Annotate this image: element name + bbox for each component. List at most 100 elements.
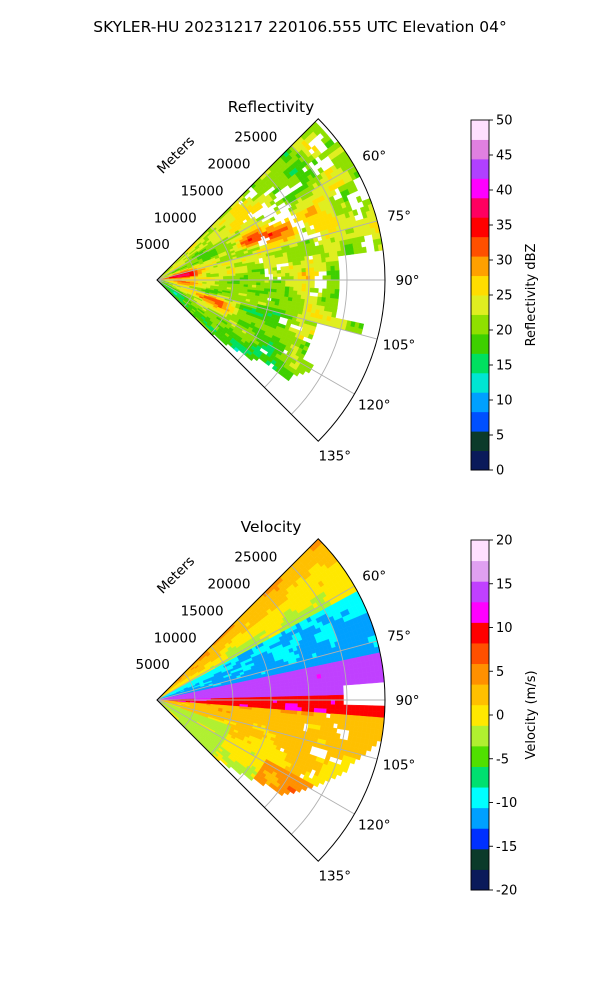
radar-cell — [305, 283, 311, 289]
radar-cell — [288, 265, 294, 270]
radar-cell — [309, 703, 315, 709]
radar-cell — [247, 702, 253, 706]
radar-cell — [288, 681, 294, 687]
radar-cell — [293, 688, 299, 694]
radar-cell — [257, 204, 264, 210]
radar-cell — [334, 694, 340, 701]
radar-cell — [272, 705, 278, 710]
radar-cell — [305, 703, 311, 709]
radar-cell — [317, 708, 323, 714]
radar-cell — [281, 276, 286, 281]
radar-cell — [312, 716, 319, 722]
radar-cell — [312, 258, 319, 264]
radar-cell — [285, 703, 290, 708]
radar-cell — [326, 695, 332, 701]
radar-cell — [351, 704, 357, 711]
radar-cell — [285, 692, 290, 697]
radar-cell — [326, 690, 332, 696]
radar-cell — [260, 282, 265, 286]
radar-cell — [260, 271, 265, 275]
radar-cell — [300, 680, 306, 686]
radar-cell — [281, 279, 286, 284]
radar-cell — [314, 699, 319, 705]
radar-cell — [338, 714, 344, 720]
radar-cell — [337, 675, 343, 682]
radar-cell — [326, 704, 332, 710]
radar-cell — [256, 274, 261, 278]
radar-cell — [292, 710, 298, 715]
radar-cell — [297, 695, 303, 701]
radar-cell — [326, 284, 332, 290]
radar-cell — [325, 297, 331, 303]
radar-cell — [247, 274, 253, 278]
radar-cell — [304, 259, 310, 265]
radar-cell — [243, 272, 249, 276]
radar-cell — [304, 679, 310, 685]
radar-cell — [301, 707, 307, 712]
radar-cell — [309, 287, 315, 293]
radar-cell — [276, 686, 282, 691]
radar-cell — [350, 715, 356, 722]
radar-cell — [276, 702, 282, 707]
radar-cell — [311, 158, 319, 166]
radar-cell — [325, 677, 331, 683]
radar-cell — [306, 275, 311, 281]
radar-cell — [264, 690, 270, 695]
colorbar-swatch — [471, 236, 489, 257]
colorbar-tick-label: 35 — [496, 219, 513, 234]
radar-cell — [289, 703, 295, 708]
radar-cell — [306, 279, 311, 285]
radar-cell — [320, 253, 326, 259]
azimuth-tick-label: 60° — [362, 149, 386, 165]
colorbar-tick-label: 45 — [496, 149, 513, 164]
radar-cell — [313, 682, 319, 688]
radar-cell — [371, 716, 377, 724]
colorbar-tick-label: 15 — [496, 359, 513, 374]
radar-cell — [281, 696, 286, 701]
colorbar-swatch — [471, 431, 489, 452]
sector-frame — [156, 118, 386, 442]
radar-cell — [305, 267, 311, 273]
radar-cell — [272, 687, 278, 692]
radar-cell — [375, 716, 381, 724]
radar-cell — [317, 716, 323, 722]
radar-cell — [260, 274, 265, 278]
radar-cell — [326, 699, 332, 705]
radar-cell — [338, 680, 344, 686]
radar-cell — [222, 340, 229, 346]
azimuth-spoke — [156, 279, 355, 395]
radar-cell — [309, 283, 315, 289]
radar-cell — [317, 712, 323, 718]
radar-cell — [231, 275, 236, 279]
radar-cell — [279, 259, 285, 265]
radar-cell — [260, 691, 265, 695]
radar-cell — [309, 707, 315, 713]
radar-cell — [260, 702, 265, 706]
radar-cell — [264, 693, 270, 698]
radar-cell — [292, 265, 298, 270]
range-tick-label: 25000 — [234, 130, 277, 146]
colorbar-tick-label: 25 — [496, 289, 513, 304]
radar-cell — [305, 291, 311, 297]
radar-cell — [280, 689, 286, 694]
radar-cell — [334, 690, 340, 696]
radar-cell — [334, 699, 340, 706]
radar-cell — [297, 699, 303, 705]
radar-cell — [256, 236, 262, 242]
radar-cell — [371, 676, 377, 684]
colorbar-swatch — [471, 314, 489, 335]
radar-cell — [309, 691, 315, 697]
radar-cell — [339, 694, 344, 701]
radar-cell — [296, 294, 302, 300]
radar-cell — [251, 282, 257, 286]
colorbar-swatch — [471, 275, 489, 296]
radar-cell — [312, 296, 319, 302]
radar-cell — [247, 282, 253, 286]
radar-cell — [297, 688, 303, 693]
radar-cell — [322, 690, 328, 696]
radar-cell — [334, 260, 340, 267]
radar-cell — [309, 711, 315, 717]
radar-cell — [289, 699, 294, 704]
radar-cell — [251, 702, 257, 706]
radar-cell — [324, 672, 330, 679]
